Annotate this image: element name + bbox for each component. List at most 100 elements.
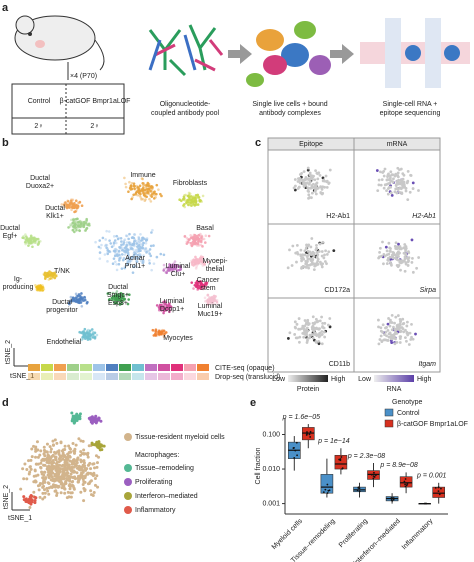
cell-dot xyxy=(308,171,312,175)
cell-dot xyxy=(162,335,166,339)
cell-dot xyxy=(407,343,411,346)
cell-dot xyxy=(410,238,414,242)
cell-dot xyxy=(302,181,305,185)
cell-dot xyxy=(113,254,117,258)
cell-dot xyxy=(72,225,75,228)
cell-dot xyxy=(138,194,142,197)
cell-dot xyxy=(80,292,83,295)
jitter-dot xyxy=(373,471,375,474)
cell-dot xyxy=(145,195,148,199)
cell-dot xyxy=(38,288,42,292)
cell-dot xyxy=(195,195,198,198)
cell-dot xyxy=(119,299,123,302)
cell-dot xyxy=(123,253,127,256)
cell-dot xyxy=(132,242,136,245)
cell-dot xyxy=(76,456,80,460)
cell-dot xyxy=(35,288,39,291)
cell-dot xyxy=(199,256,203,259)
cell-dot xyxy=(199,258,203,261)
cell-dot xyxy=(76,226,79,229)
cell-dot xyxy=(48,272,52,276)
cell-dot xyxy=(213,302,216,306)
cell-dot xyxy=(303,328,306,332)
cell-dot xyxy=(34,445,38,449)
cell-dot xyxy=(89,467,93,471)
cell-dot xyxy=(404,328,407,332)
jitter-dot xyxy=(392,497,395,499)
cell-dot xyxy=(396,188,400,191)
cell-dot xyxy=(197,233,201,237)
cell-dot xyxy=(137,236,141,240)
cell-dot xyxy=(310,177,314,181)
cell-dot xyxy=(22,495,26,499)
cell-dot xyxy=(308,263,311,267)
cell-dot xyxy=(321,240,325,244)
cell-dot xyxy=(139,249,142,253)
cell-dot xyxy=(49,277,52,280)
cell-dot xyxy=(392,325,395,329)
cell-dot xyxy=(112,240,116,244)
cell-dot xyxy=(147,184,151,188)
cell-dot xyxy=(117,262,121,266)
cell-dot xyxy=(64,201,67,204)
cell-dot xyxy=(321,176,325,180)
cell-dot xyxy=(110,298,114,302)
droplet-channel xyxy=(360,18,470,88)
cell-dot xyxy=(150,186,153,190)
colorbar-low: Low xyxy=(358,376,372,383)
cell-dot xyxy=(29,467,33,471)
cell-dot xyxy=(309,245,313,249)
cell-dot xyxy=(326,323,330,327)
cell-dot xyxy=(296,336,299,340)
cell-dot xyxy=(148,261,151,265)
cell-dot xyxy=(394,330,397,334)
cell-dot xyxy=(25,237,28,241)
cell-dot xyxy=(405,339,408,343)
cell-dot xyxy=(41,491,45,495)
cell-dot xyxy=(120,267,124,270)
cell-dot xyxy=(141,261,145,265)
cell-dot xyxy=(32,480,36,484)
cell-dot xyxy=(78,201,81,205)
cell-dot xyxy=(312,254,316,258)
cell-dot xyxy=(142,260,145,264)
colorbar-high: High xyxy=(331,376,346,383)
cell-dot xyxy=(324,174,328,178)
p-value: p = 1e−14 xyxy=(317,438,350,445)
cell-dot xyxy=(167,302,171,306)
cell-dot xyxy=(328,317,332,320)
cell-dot xyxy=(133,238,137,241)
cell-dot xyxy=(98,251,102,254)
cell-dot xyxy=(81,296,84,300)
cell-dot xyxy=(78,225,82,228)
cell-dot xyxy=(193,233,197,237)
cell-dot xyxy=(206,303,210,306)
cell-dot xyxy=(296,187,300,190)
cell-dot xyxy=(144,192,148,195)
cell-dot xyxy=(94,454,98,458)
cell-dot xyxy=(81,483,85,487)
cell-dot xyxy=(384,338,388,342)
cell-dot xyxy=(118,246,122,250)
cell-dot xyxy=(305,243,308,247)
cell-dot xyxy=(137,243,141,247)
cell-dot xyxy=(173,260,177,263)
cell-dot xyxy=(84,468,88,472)
cell-dot xyxy=(202,237,206,241)
cell-dot xyxy=(48,274,51,277)
cell-dot xyxy=(198,234,201,238)
cell-dot xyxy=(137,241,140,244)
cell-dot xyxy=(114,247,118,251)
cell-dot xyxy=(316,186,320,190)
cell-dot xyxy=(80,304,84,308)
cell-dot xyxy=(292,186,296,190)
cell-dot xyxy=(149,254,153,258)
cell-dot xyxy=(194,259,198,263)
cell-dot xyxy=(382,174,386,178)
cell-dot xyxy=(166,269,170,272)
cell-dot xyxy=(386,258,390,262)
cell-dot xyxy=(117,236,120,240)
legend-swatch xyxy=(184,373,196,380)
cell-dot xyxy=(117,249,121,253)
cell-dot xyxy=(389,247,392,251)
